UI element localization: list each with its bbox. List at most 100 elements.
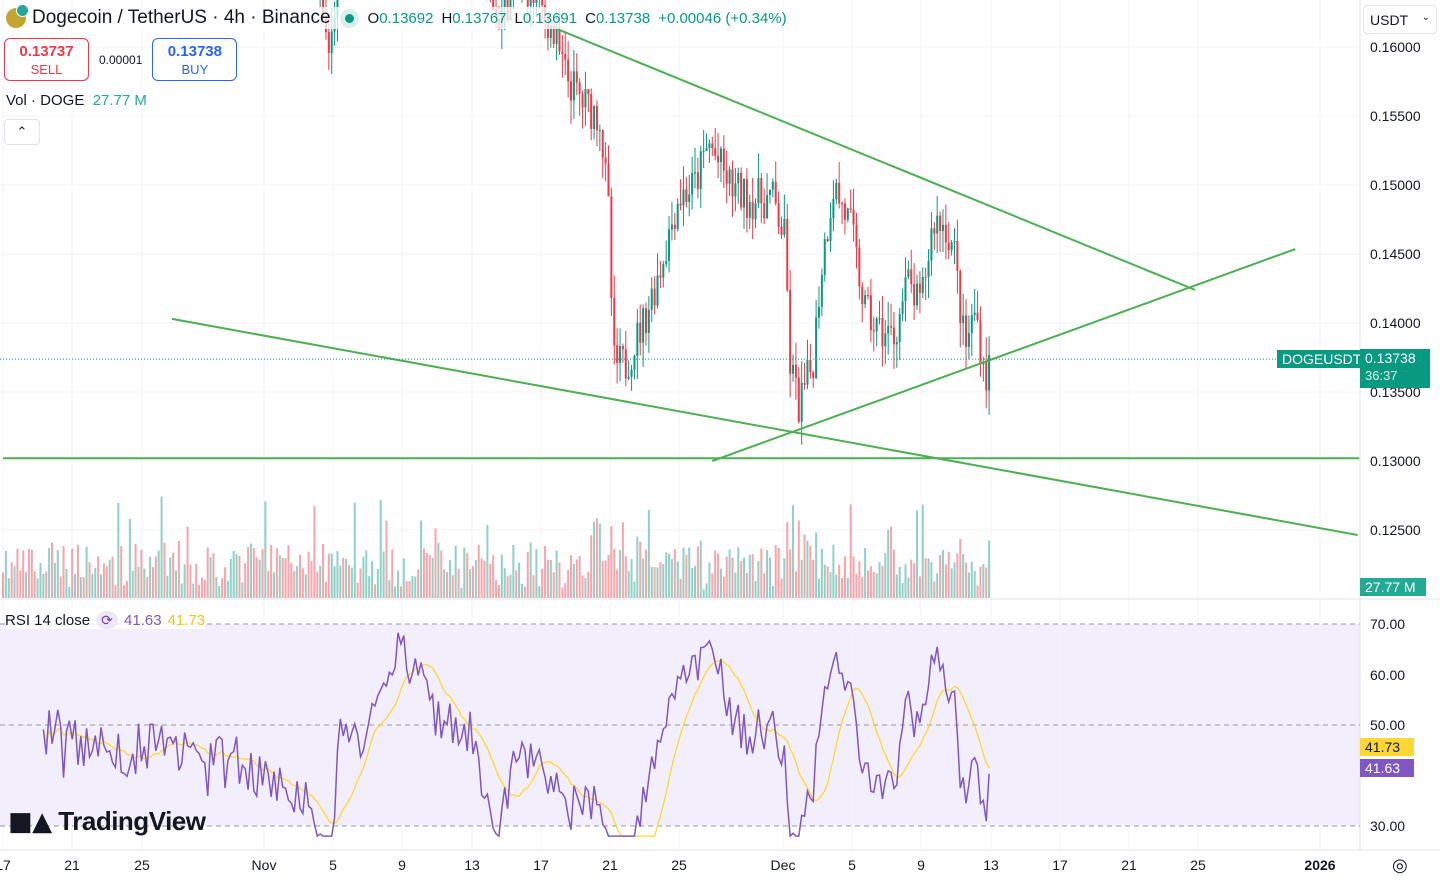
volume-bar [65, 568, 68, 598]
candle-body [728, 169, 731, 184]
volume-bar [668, 553, 671, 598]
volume-bar [226, 580, 229, 598]
volume-bar [267, 571, 270, 598]
volume-bar [258, 559, 261, 598]
volume-bar [134, 543, 137, 598]
sell-button[interactable]: 0.13737 SELL [4, 38, 89, 81]
volume-bar [53, 562, 56, 598]
rsi-tick: 60.00 [1370, 666, 1406, 683]
volume-bar [777, 547, 780, 598]
candle-body [976, 312, 979, 320]
candle-body [711, 143, 714, 149]
volume-bar [872, 571, 875, 598]
rsi-badge: 41.63 [1360, 759, 1414, 777]
candle-body [575, 71, 578, 83]
volume-bar [820, 548, 823, 598]
candle-body [570, 81, 573, 101]
volume-bar [688, 547, 691, 598]
volume-bar [489, 563, 492, 598]
volume-bar [151, 567, 154, 598]
time-tick: 13 [983, 857, 999, 873]
candle-body [613, 297, 616, 346]
volume-bar [546, 559, 549, 598]
volume-bar [244, 563, 247, 598]
candle-body [644, 308, 647, 333]
candle-body [881, 318, 884, 347]
rsi-line [42, 632, 990, 838]
volume-bar [731, 557, 734, 598]
volume-bar [466, 552, 469, 598]
volume-bar [497, 585, 500, 598]
time-tick: 17 [0, 857, 11, 873]
currency-select[interactable]: USDT ⌄ [1363, 5, 1437, 34]
volume-bar [676, 561, 679, 598]
volume-bar [930, 561, 933, 598]
volume-bar [172, 552, 175, 598]
candle-body [947, 242, 950, 251]
volume-bar [492, 555, 495, 598]
spread-value: 0.00001 [99, 52, 143, 67]
volume-bar [751, 554, 754, 598]
candle-body [572, 71, 575, 101]
volume-bar [56, 550, 59, 598]
volume-bar [76, 544, 79, 598]
candle-body [587, 89, 590, 94]
volume-bar [962, 553, 965, 598]
trendline-upper-descending [554, 27, 1196, 291]
candle-body [924, 276, 927, 278]
volume-bar [852, 556, 855, 598]
volume-bar [685, 554, 688, 598]
candle-body [858, 247, 861, 287]
price-tick: 0.14500 [1370, 246, 1421, 262]
volume-bar [748, 554, 751, 598]
candle-body [532, 0, 535, 3]
volume-bar [247, 546, 250, 598]
candle-body [789, 289, 792, 374]
candle-body [702, 150, 705, 152]
candle-body [864, 295, 867, 305]
volume-bar [933, 581, 936, 598]
buy-button[interactable]: 0.13738 BUY [152, 38, 238, 81]
candle-body [988, 355, 991, 391]
settings-icon[interactable]: ◎ [1392, 855, 1408, 875]
tradingview-logo[interactable]: ■▲ TradingView [8, 806, 206, 837]
candle-body [731, 169, 734, 197]
candle-body [327, 32, 330, 53]
volume-bar [607, 554, 610, 598]
volume-bar [616, 569, 619, 598]
candle-body [913, 284, 916, 306]
volume-bar [333, 566, 336, 598]
volume-bar [218, 586, 221, 598]
volume-bar [330, 553, 333, 598]
dogecoin-logo-icon [6, 4, 29, 28]
volume-bar [2, 572, 4, 598]
volume-bar [725, 556, 728, 598]
candle-body [330, 31, 333, 53]
volume-bar [189, 564, 192, 598]
collapse-legend-button[interactable]: ⌃ [4, 119, 40, 145]
volume-bar [33, 571, 36, 598]
volume-bar [855, 573, 858, 598]
candle-body [965, 315, 968, 347]
candle-body [610, 196, 613, 298]
open-value: 0.13692 [379, 9, 434, 27]
volume-bar [918, 576, 921, 598]
volume-bar [128, 518, 131, 598]
volume-bar [679, 578, 682, 598]
candle-body [598, 130, 601, 132]
volume-bar [322, 543, 325, 598]
refresh-icon[interactable]: ⟳ [96, 611, 119, 629]
candle-body [555, 29, 558, 44]
candle-body [584, 89, 587, 108]
symbol-title[interactable]: Dogecoin / TetherUS · 4h · Binance [32, 7, 331, 28]
candle-body [636, 322, 639, 356]
candle-body [892, 327, 895, 345]
volume-bar [789, 549, 792, 598]
candle-body [653, 288, 656, 306]
candle-body [593, 106, 596, 129]
volume-bar [633, 581, 636, 598]
volume-bar [593, 521, 596, 598]
volume-bar [601, 561, 604, 598]
volume-bar [327, 553, 330, 598]
